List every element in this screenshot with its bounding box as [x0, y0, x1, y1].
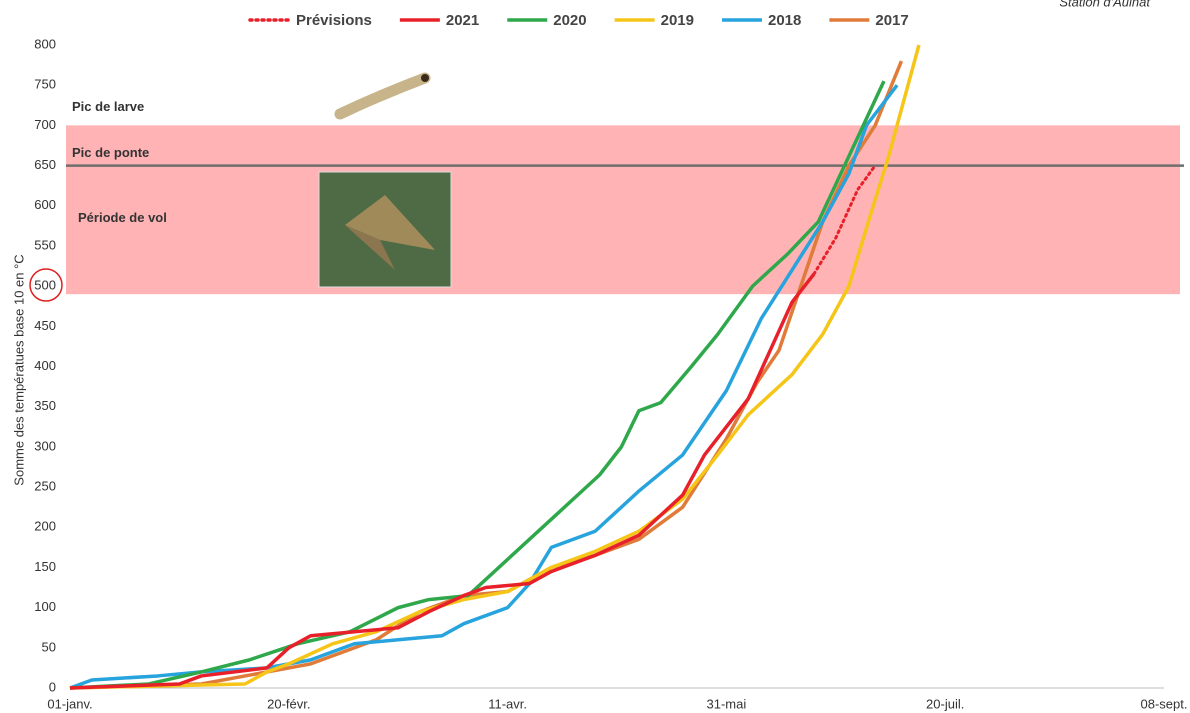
y-tick-label: 800	[34, 36, 56, 51]
corner-note: Station d'Aulnat	[1059, 0, 1151, 9]
y-tick-label: 750	[34, 77, 56, 92]
y-axis-label: Somme des températues base 10 en °C	[11, 254, 26, 485]
x-tick-label: 01-janv.	[47, 696, 92, 711]
band-label: Période de vol	[78, 210, 167, 225]
y-tick-label: 300	[34, 438, 56, 453]
y-tick-label: 250	[34, 479, 56, 494]
x-tick-label: 20-juil.	[926, 696, 964, 711]
x-tick-label: 20-févr.	[267, 696, 310, 711]
x-tick-label: 08-sept.	[1141, 696, 1188, 711]
chart: Station d'Aulnat Somme des températues b…	[0, 0, 1190, 713]
legend-label: 2020	[553, 12, 586, 29]
moth-photo	[319, 172, 451, 287]
legend-label: 2017	[875, 12, 908, 29]
y-tick-label: 650	[34, 157, 56, 172]
y-tick-label: 400	[34, 358, 56, 373]
y-tick-label: 350	[34, 398, 56, 413]
y-tick-label: 50	[42, 639, 56, 654]
y-tick-label: 150	[34, 559, 56, 574]
y-tick-label: 0	[49, 679, 56, 694]
reference-label: Pic de ponte	[72, 145, 149, 160]
flight-band	[66, 125, 1180, 294]
y-tick-label: 700	[34, 117, 56, 132]
y-tick-label: 450	[34, 318, 56, 333]
y-tick-label: 550	[34, 237, 56, 252]
y-tick-label: 200	[34, 519, 56, 534]
legend-label: 2018	[768, 12, 801, 29]
series-line	[70, 274, 814, 688]
y-tick-label: 100	[34, 599, 56, 614]
legend-label: Prévisions	[296, 12, 372, 29]
legend-label: 2019	[661, 12, 694, 29]
band-top-label: Pic de larve	[72, 99, 144, 114]
y-tick-label: 500	[34, 278, 56, 293]
x-tick-label: 11-avr.	[488, 696, 527, 711]
x-tick-label: 31-mai	[707, 696, 747, 711]
y-tick-label: 600	[34, 197, 56, 212]
larva-icon	[340, 74, 429, 114]
legend-label: 2021	[446, 12, 479, 29]
